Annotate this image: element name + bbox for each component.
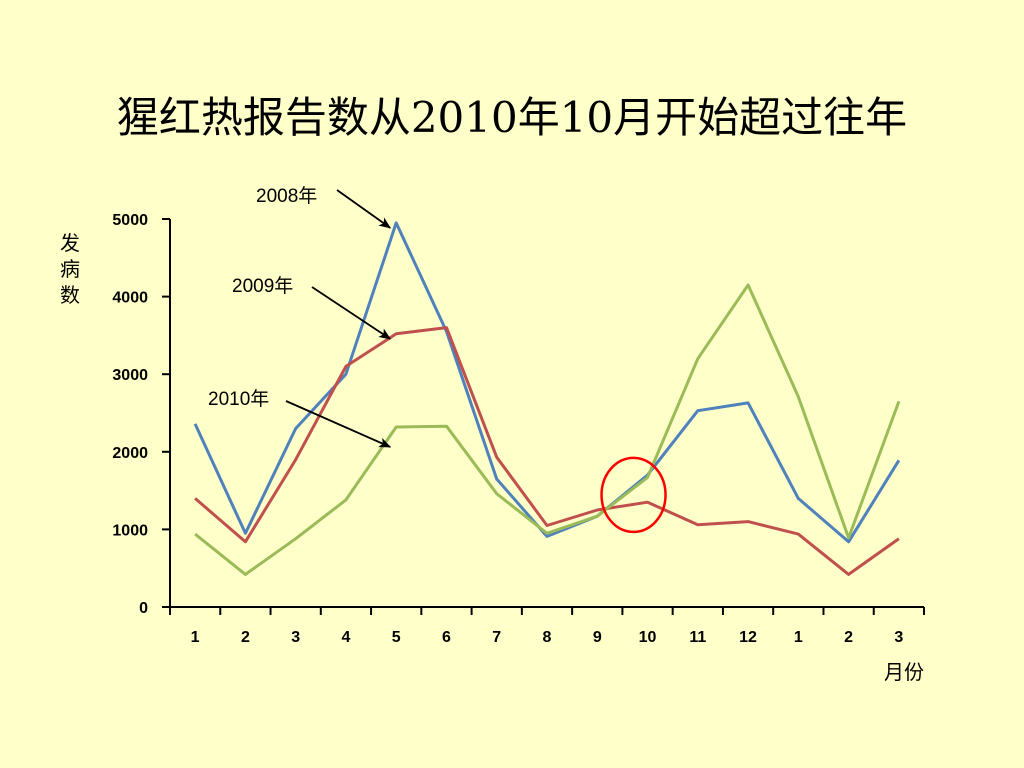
x-tick-label: 2 [844,629,853,646]
y-axis-label-char: 数 [60,283,80,307]
x-tick-label: 7 [492,629,501,646]
y-tick-label: 3000 [112,367,148,384]
x-tick-label: 9 [593,629,602,646]
y-tick-label: 5000 [112,212,148,229]
y-axis-label: 发病数 [60,231,80,307]
series-line-2009年 [194,326,900,576]
x-tick-label: 3 [894,629,903,646]
x-tick-label: 2 [241,629,250,646]
x-tick-label: 4 [341,629,350,646]
y-tick-label: 2000 [112,445,148,462]
x-axis-label: 月份 [884,660,924,684]
x-tick-label: 6 [442,629,451,646]
x-tick-label: 11 [689,629,706,646]
annotation-label: 2009年 [232,275,293,297]
x-tick-label: 3 [291,629,300,646]
y-tick-label: 0 [139,600,148,617]
y-axis-label-char: 病 [60,257,80,281]
series-line-2008年 [193,221,901,544]
x-tick-label: 1 [191,629,200,646]
y-tick-label: 1000 [112,522,148,539]
x-tick-label: 8 [543,629,552,646]
x-tick-label: 12 [739,629,757,646]
annotation-label: 2010年 [208,388,269,410]
slide-title: 猩红热报告数从2010年10月开始超过往年 [116,93,908,142]
series-line-2010年 [194,283,901,576]
chart-highlight [600,456,667,534]
x-tick-label: 1 [794,629,803,646]
chart-annotations: 2008年 2009年 2010年 [208,185,392,448]
annotation-arrow [336,189,392,229]
y-tick-label: 4000 [112,290,148,307]
x-tick-label: 10 [639,629,657,646]
y-axis-label-char: 发 [60,231,80,255]
annotation-arrow [311,286,392,340]
x-tick-label: 5 [392,629,401,646]
annotation-label: 2008年 [256,185,317,207]
highlight-circle [600,456,667,534]
chart-axes [169,219,924,608]
annotation-arrow [285,400,392,448]
chart-series-lines [193,221,901,576]
